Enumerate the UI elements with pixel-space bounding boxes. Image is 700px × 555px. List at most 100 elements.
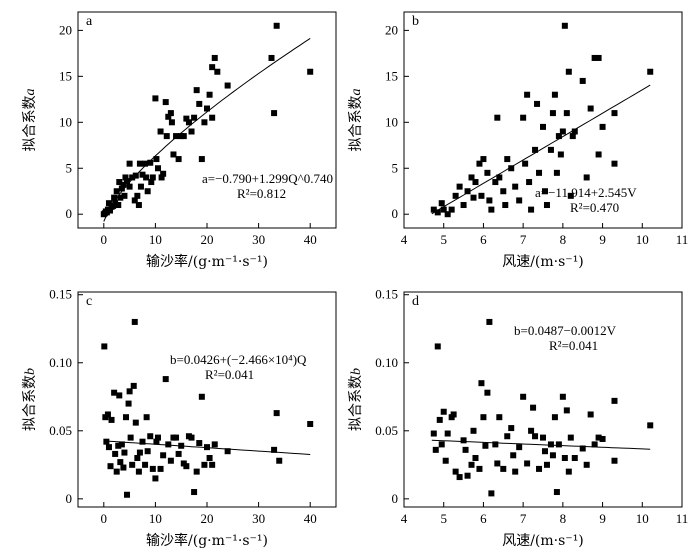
data-point xyxy=(122,174,129,181)
data-point xyxy=(571,455,578,462)
data-point xyxy=(611,160,618,167)
data-point xyxy=(111,194,118,201)
data-point xyxy=(470,194,477,201)
data-point xyxy=(571,128,578,135)
data-point xyxy=(460,437,467,444)
y-tick-label: 15 xyxy=(385,68,398,83)
x-tick-label: 11 xyxy=(676,232,689,247)
data-point xyxy=(162,376,169,383)
data-point xyxy=(115,442,122,449)
y-axis-label: 拟合系数b xyxy=(22,368,38,431)
data-point xyxy=(555,133,562,140)
data-point xyxy=(209,461,216,468)
data-point xyxy=(438,441,445,448)
data-point xyxy=(116,179,123,186)
data-point xyxy=(595,434,602,441)
data-point xyxy=(271,110,278,117)
data-point xyxy=(502,202,509,209)
data-point xyxy=(565,68,572,75)
data-point xyxy=(647,68,654,75)
data-point xyxy=(107,463,114,470)
data-point xyxy=(504,156,511,163)
panel-label: a xyxy=(86,14,93,29)
data-point xyxy=(105,200,112,207)
data-point xyxy=(516,444,523,451)
y-tick-label: 0 xyxy=(392,206,399,221)
data-point xyxy=(135,468,142,475)
data-point xyxy=(143,174,150,181)
data-point xyxy=(188,128,195,135)
data-point xyxy=(144,188,151,195)
data-point xyxy=(124,491,131,498)
data-point xyxy=(112,200,119,207)
x-axis-label: 输沙率/(g·m⁻¹·s⁻¹) xyxy=(146,532,268,549)
y-tick-label: 0.15 xyxy=(49,287,72,302)
data-point xyxy=(134,455,141,462)
data-point xyxy=(547,146,554,153)
data-point xyxy=(520,114,527,121)
data-point xyxy=(547,441,554,448)
data-point xyxy=(494,114,501,121)
data-point xyxy=(142,461,149,468)
data-point xyxy=(273,22,280,29)
data-point xyxy=(112,450,119,457)
data-point xyxy=(139,438,146,445)
data-point xyxy=(206,91,213,98)
y-axis-label: 拟合系数a xyxy=(22,89,38,152)
y-tick-label: 10 xyxy=(385,114,398,129)
fit-line xyxy=(103,37,311,222)
fit-line xyxy=(103,440,311,455)
data-point xyxy=(591,54,598,61)
data-point xyxy=(450,411,457,418)
data-point xyxy=(175,450,182,457)
data-point xyxy=(134,192,141,199)
data-point xyxy=(486,197,493,204)
data-point xyxy=(528,206,535,213)
y-tick-label: 5 xyxy=(66,160,73,175)
data-point xyxy=(496,174,503,181)
x-tick-label: 0 xyxy=(101,232,108,247)
data-point xyxy=(152,475,159,482)
data-point xyxy=(198,156,205,163)
y-tick-label: 0 xyxy=(392,491,399,506)
data-point xyxy=(456,474,463,481)
data-point xyxy=(440,408,447,415)
x-tick-label: 10 xyxy=(636,232,649,247)
data-point xyxy=(211,441,218,448)
data-point xyxy=(124,178,131,185)
data-point xyxy=(211,54,218,61)
data-point xyxy=(201,461,208,468)
panel-label: c xyxy=(86,294,92,309)
data-point xyxy=(583,174,590,181)
fit-line xyxy=(431,84,651,215)
data-point xyxy=(154,434,161,441)
data-point xyxy=(611,110,618,117)
data-point xyxy=(464,472,471,479)
data-point xyxy=(530,404,537,411)
data-point xyxy=(204,105,210,112)
data-point xyxy=(567,434,574,441)
data-point xyxy=(121,192,128,199)
data-point xyxy=(148,179,155,186)
data-point xyxy=(131,318,138,325)
data-point xyxy=(126,388,133,395)
data-point xyxy=(464,188,471,195)
data-point xyxy=(132,419,139,426)
data-point xyxy=(561,22,568,29)
data-point xyxy=(224,448,231,455)
data-point xyxy=(108,416,115,423)
data-point xyxy=(591,441,598,448)
y-tick-label: 20 xyxy=(385,22,398,37)
x-tick-label: 4 xyxy=(401,511,408,526)
data-point xyxy=(476,160,483,167)
data-point xyxy=(113,468,120,475)
y-axis-label: 拟合系数b xyxy=(348,368,364,431)
data-point xyxy=(430,206,437,213)
data-point xyxy=(183,115,190,122)
data-point xyxy=(142,160,149,167)
data-point xyxy=(120,181,127,188)
data-point xyxy=(444,211,451,218)
data-point xyxy=(273,410,280,417)
data-point xyxy=(510,452,517,459)
plot-frame xyxy=(77,291,337,508)
